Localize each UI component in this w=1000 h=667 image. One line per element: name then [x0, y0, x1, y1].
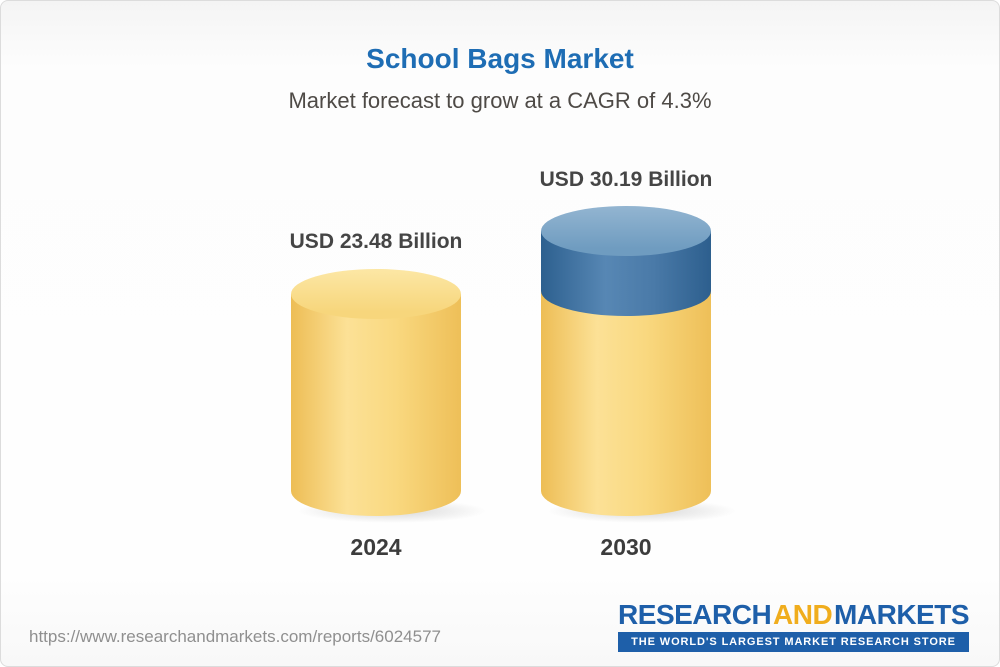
x-axis-label-2024: 2024	[350, 534, 402, 560]
research-and-markets-logo: RESEARCH AND MARKETS THE WORLD'S LARGEST…	[618, 601, 969, 652]
logo-word-markets: MARKETS	[834, 599, 969, 630]
logo-tagline: THE WORLD'S LARGEST MARKET RESEARCH STOR…	[618, 632, 969, 652]
bar-2024-body	[291, 294, 461, 516]
logo-word-research: RESEARCH	[618, 599, 772, 630]
bar-cylinder-2030	[541, 206, 711, 516]
x-axis-label-2030: 2030	[600, 534, 652, 560]
value-label-2030: USD 30.19 Billion	[539, 168, 713, 191]
bar-2030-cap	[541, 206, 711, 256]
bar-2030-growth-segment	[541, 206, 711, 316]
logo-wordmark: RESEARCH AND MARKETS	[618, 601, 969, 629]
bar-2024-cap	[291, 269, 461, 319]
value-label-2024: USD 23.48 Billion	[289, 230, 463, 253]
bar-cylinder-2024	[291, 269, 461, 516]
logo-word-and: AND	[773, 599, 833, 630]
page-title: School Bags Market	[366, 43, 634, 74]
report-url-link[interactable]: https://www.researchandmarkets.com/repor…	[29, 627, 441, 646]
page-subtitle: Market forecast to grow at a CAGR of 4.3…	[288, 88, 712, 113]
